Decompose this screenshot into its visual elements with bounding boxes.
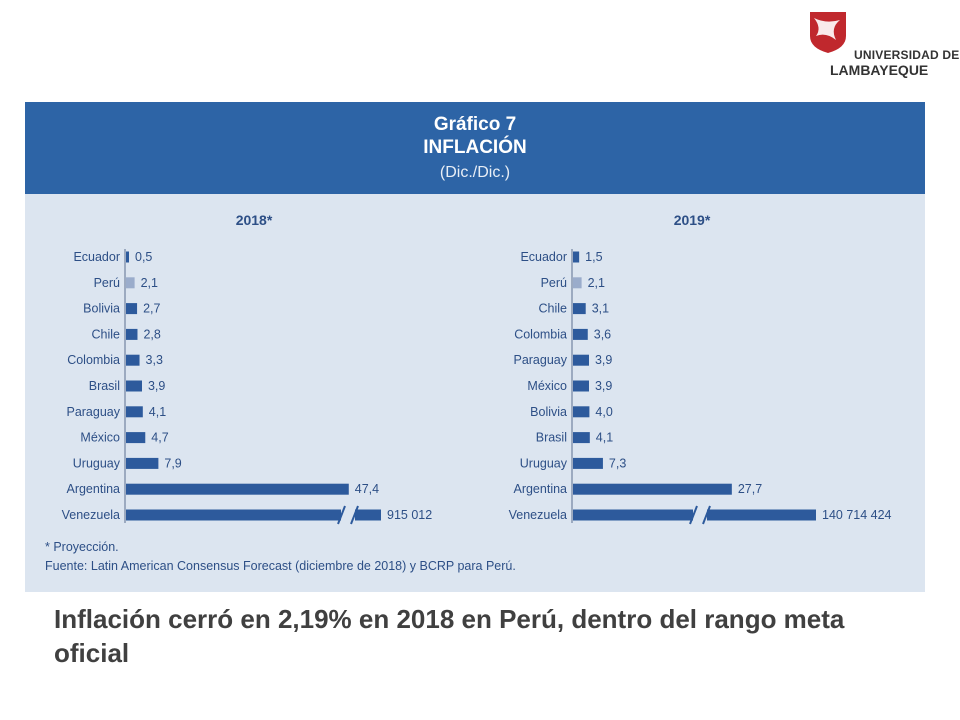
category-label-chile-2019: Chile bbox=[539, 302, 568, 316]
bar-ecuador-2018 bbox=[126, 251, 129, 263]
bar-colombia-2018 bbox=[126, 354, 140, 366]
category-label-venezuela-2018: Venezuela bbox=[62, 508, 120, 522]
value-label-colombia-2019: 3,6 bbox=[594, 327, 611, 341]
category-label-mexico-2019: México bbox=[527, 379, 567, 393]
bar-mexico-2019 bbox=[573, 380, 589, 392]
value-label-chile-2019: 3,1 bbox=[592, 302, 609, 316]
axis-break-mark-left-2018 bbox=[337, 505, 346, 525]
category-label-colombia-2018: Colombia bbox=[67, 353, 120, 367]
value-label-peru-2018: 2,1 bbox=[141, 276, 158, 290]
value-label-bolivia-2018: 2,7 bbox=[143, 302, 160, 316]
bar-ecuador-2019 bbox=[573, 251, 580, 263]
axis-break-gap-2018 bbox=[341, 508, 355, 522]
category-label-mexico-2018: México bbox=[80, 431, 120, 445]
value-label-brasil-2019: 4,1 bbox=[596, 431, 613, 445]
value-label-peru-2019: 2,1 bbox=[588, 276, 605, 290]
value-label-colombia-2018: 3,3 bbox=[146, 353, 163, 367]
figure-unit: (Dic./Dic.) bbox=[439, 164, 511, 181]
figure-header: Gráfico 7 INFLACIÓN (Dic./Dic.) bbox=[25, 102, 925, 194]
category-label-peru-2019: Perú bbox=[541, 276, 567, 290]
chart-title-2019: 2019* bbox=[674, 212, 711, 228]
category-label-ecuador-2018: Ecuador bbox=[73, 250, 120, 264]
category-label-argentina-2019: Argentina bbox=[513, 482, 567, 496]
value-label-uruguay-2019: 7,3 bbox=[609, 456, 626, 470]
bar-brasil-2018 bbox=[126, 380, 142, 392]
value-label-argentina-2018: 47,4 bbox=[355, 482, 379, 496]
bar-uruguay-2019 bbox=[573, 457, 603, 469]
category-label-peru-2018: Perú bbox=[94, 276, 120, 290]
category-label-colombia-2019: Colombia bbox=[514, 327, 567, 341]
category-label-venezuela-2019: Venezuela bbox=[509, 508, 567, 522]
logo-text-line2: LAMBAYEQUE bbox=[830, 62, 929, 78]
chart-title-2018: 2018* bbox=[236, 212, 273, 228]
logo-text-line1: UNIVERSIDAD DE bbox=[854, 48, 960, 62]
category-label-argentina-2018: Argentina bbox=[66, 482, 120, 496]
bar-peru-2018 bbox=[126, 277, 135, 289]
bar-mexico-2018 bbox=[126, 432, 146, 444]
bar-chile-2019 bbox=[573, 303, 586, 315]
category-label-uruguay-2019: Uruguay bbox=[520, 456, 568, 470]
category-label-brasil-2018: Brasil bbox=[89, 379, 120, 393]
category-label-paraguay-2019: Paraguay bbox=[513, 353, 567, 367]
axis-break-gap-2019 bbox=[693, 508, 707, 522]
value-label-uruguay-2018: 7,9 bbox=[164, 456, 181, 470]
category-label-bolivia-2018: Bolivia bbox=[83, 302, 120, 316]
value-label-venezuela-2019: 140 714 424 bbox=[822, 508, 892, 522]
value-label-ecuador-2019: 1,5 bbox=[585, 250, 602, 264]
category-label-brasil-2019: Brasil bbox=[536, 431, 567, 445]
university-shield-icon bbox=[810, 12, 846, 53]
bar-bolivia-2019 bbox=[573, 406, 590, 418]
category-label-bolivia-2019: Bolivia bbox=[530, 405, 567, 419]
bar-chile-2018 bbox=[126, 328, 138, 340]
bar-paraguay-2019 bbox=[573, 354, 589, 366]
axis-break-mark-left-2019 bbox=[689, 505, 698, 525]
value-label-chile-2018: 2,8 bbox=[143, 327, 160, 341]
bar-argentina-2019 bbox=[573, 483, 732, 495]
value-label-mexico-2019: 3,9 bbox=[595, 379, 612, 393]
value-label-bolivia-2019: 4,0 bbox=[595, 405, 612, 419]
value-label-ecuador-2018: 0,5 bbox=[135, 250, 152, 264]
category-label-ecuador-2019: Ecuador bbox=[520, 250, 567, 264]
inflation-charts: 2018* Ecuador 0,5 Perú 2,1 Bolivia 2,7 Chile 2,8… bbox=[62, 212, 892, 525]
inflation-figure: Gráfico 7 INFLACIÓN (Dic./Dic.) 2018* Ecu… bbox=[25, 102, 925, 592]
university-logo: UNIVERSIDAD DE LAMBAYEQUE bbox=[800, 6, 959, 78]
bar-venezuela-2018 bbox=[126, 509, 381, 521]
figure-subtitle: INFLACIÓN bbox=[423, 137, 527, 158]
bar-brasil-2019 bbox=[573, 432, 590, 444]
bar-paraguay-2018 bbox=[126, 406, 143, 418]
projection-note: * Proyección. bbox=[45, 540, 119, 554]
bar-uruguay-2018 bbox=[126, 457, 159, 469]
value-label-paraguay-2018: 4,1 bbox=[149, 405, 166, 419]
value-label-brasil-2018: 3,9 bbox=[148, 379, 165, 393]
value-label-paraguay-2019: 3,9 bbox=[595, 353, 612, 367]
slide-caption: Inflación cerró en 2,19% en 2018 en Perú… bbox=[54, 604, 845, 668]
figure-title: Gráfico 7 bbox=[433, 114, 517, 135]
axis-break-mark-right-2018 bbox=[350, 505, 359, 525]
axis-break-mark-right-2019 bbox=[702, 505, 711, 525]
bar-colombia-2019 bbox=[573, 328, 588, 340]
bar-bolivia-2018 bbox=[126, 303, 138, 315]
category-label-uruguay-2018: Uruguay bbox=[73, 456, 121, 470]
value-label-venezuela-2018: 915 012 bbox=[387, 508, 432, 522]
source-note: Fuente: Latin American Consensus Forecas… bbox=[45, 559, 516, 573]
category-label-chile-2018: Chile bbox=[92, 327, 121, 341]
category-label-paraguay-2018: Paraguay bbox=[66, 405, 120, 419]
value-label-argentina-2019: 27,7 bbox=[738, 482, 762, 496]
bar-argentina-2018 bbox=[126, 483, 349, 495]
value-label-mexico-2018: 4,7 bbox=[151, 431, 168, 445]
bar-peru-2019 bbox=[573, 277, 582, 289]
